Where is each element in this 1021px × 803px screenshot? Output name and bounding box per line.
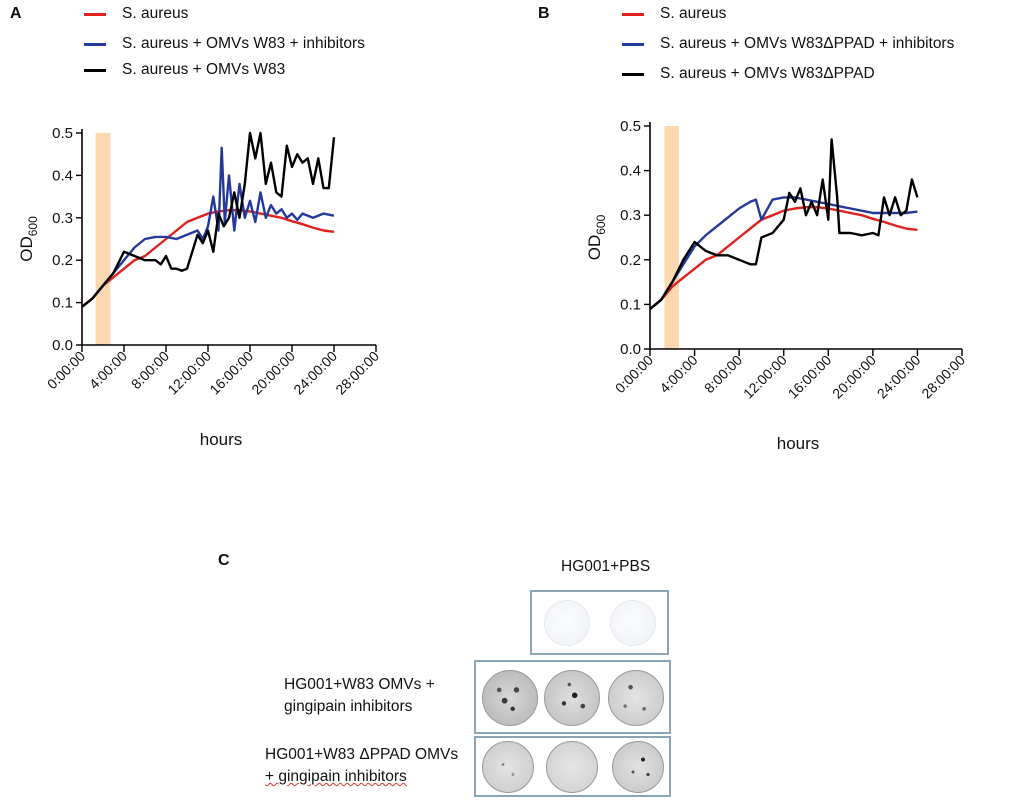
legend-a-item: S. aureus <box>84 5 188 23</box>
y-tick-label-b: 0.4 <box>620 163 641 180</box>
legend-a-item: S. aureus + OMVs W83 + inhibitors <box>84 35 365 53</box>
legend-a-label: S. aureus + OMVs W83 <box>122 61 286 78</box>
x-tick-label-b: 0:00:00 <box>612 352 656 396</box>
series-line-b-0 <box>649 205 918 310</box>
plate-label-line: gingipain inhibitors <box>284 698 413 715</box>
petri-dish <box>608 670 664 726</box>
legend-a-label: S. aureus <box>122 5 189 22</box>
series-line-a-0 <box>81 208 335 308</box>
x-tick-label-a: 0:00:00 <box>44 348 88 392</box>
petri-dish <box>612 741 664 793</box>
plate-header-pbs: HG001+PBS <box>561 558 651 575</box>
panel-c-letter: C <box>218 552 230 569</box>
legend-a-swatch-black <box>84 68 106 72</box>
legend-b-swatch-black <box>622 72 644 76</box>
series-line-a-2 <box>81 131 336 308</box>
y-tick-label-b: 0.0 <box>620 341 641 358</box>
petri-dish <box>610 600 656 646</box>
x-tick-label-a: 24:00:00 <box>290 348 340 398</box>
x-tick-label-b: 28:00:00 <box>918 352 968 402</box>
y-axis-label-a: OD600 <box>17 216 40 262</box>
plate-label-text: + gingipain inhibitors <box>265 768 407 785</box>
plate-row-pbs <box>530 590 669 655</box>
highlight-band-a <box>95 133 111 345</box>
petri-dish <box>544 670 600 726</box>
x-tick-label-a: 4:00:00 <box>86 348 130 392</box>
legend-b-item: S. aureus + OMVs W83ΔPPAD + inhibitors <box>622 35 954 53</box>
legend-b-label: S. aureus + OMVs W83ΔPPAD <box>660 65 875 82</box>
y-axis-label-main: OD <box>585 235 604 261</box>
y-tick-label-b: 0.2 <box>620 252 641 269</box>
x-axis-label-b: hours <box>777 434 820 453</box>
legend-b-item: S. aureus + OMVs W83ΔPPAD <box>622 65 875 83</box>
y-tick-label-b: 0.3 <box>620 207 641 224</box>
plate-label-w83: HG001+W83 OMVs + gingipain inhibitors <box>284 674 435 718</box>
legend-a-swatch-blue <box>84 42 106 46</box>
legend-b-label: S. aureus <box>660 5 727 22</box>
y-tick-label-a: 0.1 <box>52 295 73 312</box>
plate-row-ppad <box>474 736 671 797</box>
y-tick-label-b: 0.5 <box>620 118 641 135</box>
x-axis-label-a: hours <box>200 430 243 449</box>
x-tick-label-b: 24:00:00 <box>874 352 924 402</box>
petri-dish <box>544 600 590 646</box>
x-tick-label-b: 16:00:00 <box>785 352 835 402</box>
x-tick-label-a: 16:00:00 <box>206 348 256 398</box>
legend-a-label: S. aureus + OMVs W83 + inhibitors <box>122 35 365 52</box>
panel-a-letter: A <box>10 5 22 22</box>
y-axis-label-subscript: 600 <box>26 216 40 236</box>
legend-b-label: S. aureus + OMVs W83ΔPPAD + inhibitors <box>660 35 955 52</box>
x-tick-label-b: 4:00:00 <box>656 352 700 396</box>
y-tick-label-a: 0.3 <box>52 210 73 227</box>
y-axis-label-subscript: 600 <box>594 214 608 234</box>
plate-label-line: + gingipain inhibitors <box>265 766 458 788</box>
legend-a-item: S. aureus + OMVs W83 <box>84 61 285 79</box>
petri-dish <box>546 741 598 793</box>
x-tick-label-a: 12:00:00 <box>164 348 214 398</box>
y-axis-label-main: OD <box>17 236 36 262</box>
series-line-a-1 <box>81 146 335 308</box>
plate-label-line: HG001+W83 ΔPPAD OMVs <box>265 746 459 763</box>
x-tick-label-a: 20:00:00 <box>248 348 298 398</box>
y-tick-label-a: 0.5 <box>52 125 73 142</box>
y-tick-label-a: 0.2 <box>52 252 73 269</box>
legend-b-swatch-blue <box>622 42 644 46</box>
series-line-b-2 <box>649 138 919 310</box>
plate-row-w83 <box>474 660 671 734</box>
petri-dish <box>482 670 538 726</box>
legend-b-swatch-red <box>622 12 644 16</box>
y-axis-label-b: OD600 <box>585 214 608 260</box>
legend-a-swatch-red <box>84 12 106 16</box>
x-tick-label-a: 28:00:00 <box>332 348 382 398</box>
highlight-band-b <box>664 126 679 349</box>
plate-label-line: HG001+W83 OMVs + <box>284 676 435 693</box>
x-tick-label-b: 8:00:00 <box>701 352 745 396</box>
plate-label-ppad: HG001+W83 ΔPPAD OMVs + gingipain inhibit… <box>265 744 458 788</box>
legend-b-item: S. aureus <box>622 5 726 23</box>
x-tick-label-b: 12:00:00 <box>740 352 790 402</box>
y-tick-label-b: 0.1 <box>620 296 641 313</box>
y-tick-label-a: 0.0 <box>52 337 73 354</box>
x-tick-label-b: 20:00:00 <box>829 352 879 402</box>
panel-b-letter: B <box>538 5 550 22</box>
y-tick-label-a: 0.4 <box>52 167 73 184</box>
petri-dish <box>482 741 534 793</box>
